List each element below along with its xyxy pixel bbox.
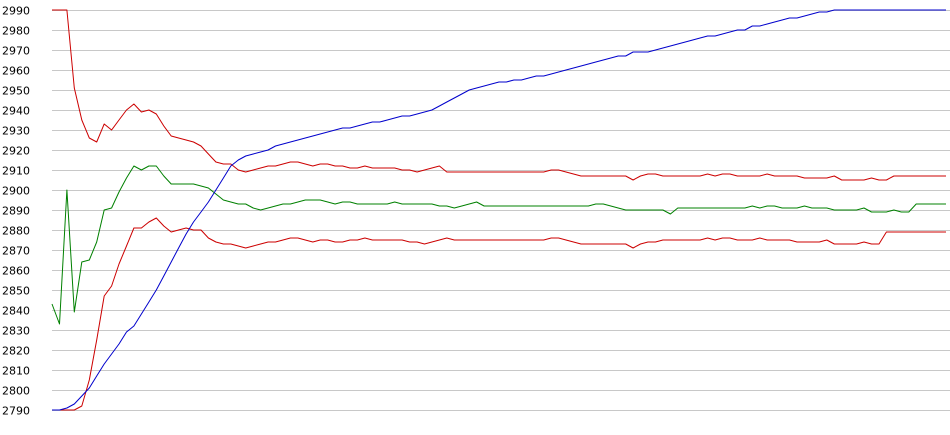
y-tick-label: 2950 bbox=[2, 85, 30, 98]
y-tick-label: 2800 bbox=[2, 385, 30, 398]
y-tick-label: 2900 bbox=[2, 185, 30, 198]
y-tick-label: 2930 bbox=[2, 125, 30, 138]
gridlines bbox=[52, 10, 950, 411]
y-tick-label: 2810 bbox=[2, 365, 30, 378]
y-tick-label: 2990 bbox=[2, 5, 30, 18]
y-axis-tick-labels: 2790 2800 2810 2820 2830 2840 2850 2860 2870 2880… bbox=[2, 5, 30, 418]
series-line-2 bbox=[51, 165, 946, 325]
y-tick-label: 2870 bbox=[2, 245, 30, 258]
series-lines bbox=[51, 9, 946, 411]
y-tick-label: 2820 bbox=[2, 345, 30, 358]
y-tick-label: 2980 bbox=[2, 25, 30, 38]
series-line-3 bbox=[52, 217, 946, 411]
y-tick-label: 2790 bbox=[2, 405, 30, 418]
y-tick-label: 2920 bbox=[2, 145, 30, 158]
y-tick-label: 2960 bbox=[2, 65, 30, 78]
y-tick-label: 2850 bbox=[2, 285, 30, 298]
series-line-4 bbox=[52, 9, 946, 411]
y-tick-label: 2970 bbox=[2, 45, 30, 58]
series-line-1 bbox=[52, 9, 946, 181]
y-tick-label: 2860 bbox=[2, 265, 30, 278]
y-tick-label: 2940 bbox=[2, 105, 30, 118]
y-tick-label: 2890 bbox=[2, 205, 30, 218]
y-tick-label: 2830 bbox=[2, 325, 30, 338]
y-tick-label: 2840 bbox=[2, 305, 30, 318]
y-tick-label: 2880 bbox=[2, 225, 30, 238]
y-tick-label: 2910 bbox=[2, 165, 30, 178]
